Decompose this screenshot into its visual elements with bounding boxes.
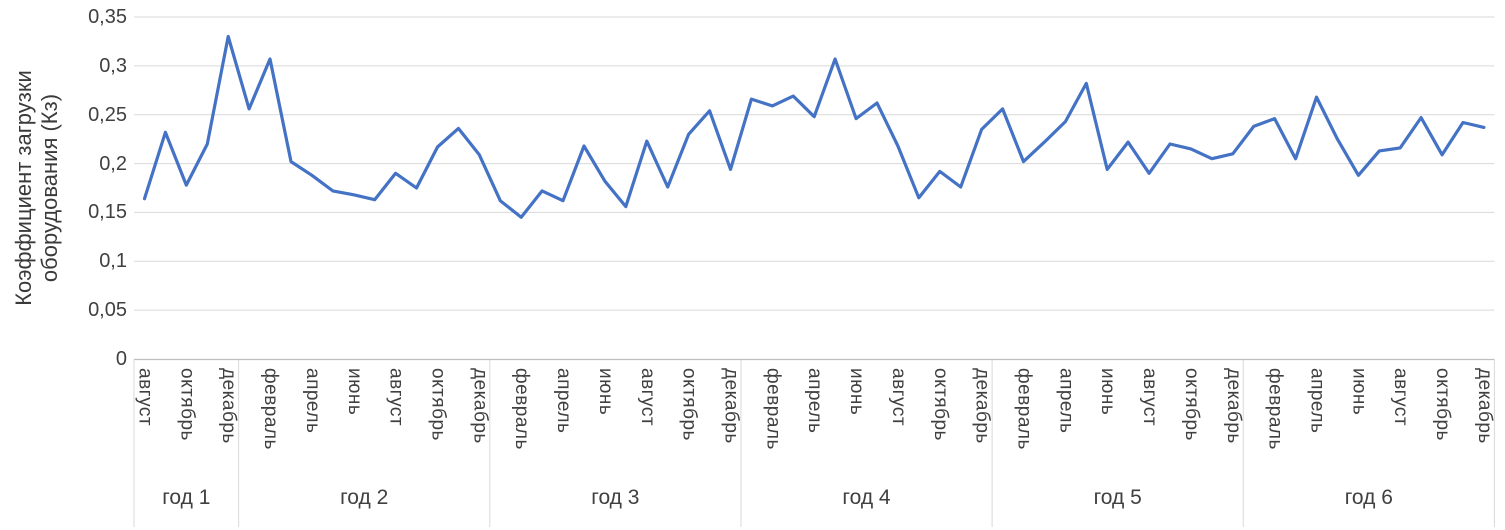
month-label: апрель bbox=[1055, 368, 1077, 434]
month-label: октябрь bbox=[427, 368, 449, 441]
month-label: июнь bbox=[343, 368, 365, 416]
series-line-kz bbox=[142, 34, 1486, 219]
month-label: август bbox=[1139, 368, 1161, 427]
month-label: август bbox=[385, 368, 407, 427]
month-label: февраль bbox=[260, 368, 282, 450]
month-label: декабрь bbox=[971, 368, 993, 444]
month-label: август bbox=[887, 368, 909, 427]
year-label: год 2 bbox=[340, 486, 389, 509]
month-label: август bbox=[636, 368, 658, 427]
month-label: февраль bbox=[1264, 368, 1286, 450]
month-label: апрель bbox=[804, 368, 826, 434]
month-label: октябрь bbox=[1432, 368, 1454, 441]
month-label: август bbox=[134, 368, 156, 427]
month-label: апрель bbox=[301, 368, 323, 434]
month-label: август bbox=[1390, 368, 1412, 427]
year-label: год 4 bbox=[842, 486, 891, 509]
month-label: октябрь bbox=[929, 368, 951, 441]
month-label: декабрь bbox=[218, 368, 240, 444]
y-tick-label: 0,05 bbox=[88, 299, 127, 322]
year-label: год 3 bbox=[591, 486, 640, 509]
month-label: июнь bbox=[1097, 368, 1119, 416]
month-label: июнь bbox=[594, 368, 616, 416]
month-label: апрель bbox=[1306, 368, 1328, 434]
month-label: октябрь bbox=[1180, 368, 1202, 441]
year-label: год 6 bbox=[1344, 486, 1393, 509]
month-label: февраль bbox=[1013, 368, 1035, 450]
month-label: декабрь bbox=[1473, 368, 1495, 444]
month-label: декабрь bbox=[1222, 368, 1244, 444]
y-tick-label: 0,1 bbox=[99, 250, 127, 273]
month-label: июнь bbox=[846, 368, 868, 416]
month-label: октябрь bbox=[176, 368, 198, 441]
year-label: год 5 bbox=[1093, 486, 1142, 509]
y-tick-label: 0,25 bbox=[88, 103, 127, 126]
month-label: апрель bbox=[553, 368, 575, 434]
month-label: февраль bbox=[511, 368, 533, 450]
y-tick-label: 0 bbox=[115, 348, 127, 370]
month-label: февраль bbox=[762, 368, 784, 450]
y-tick-label: 0,3 bbox=[99, 54, 127, 77]
y-tick-label: 0,15 bbox=[88, 201, 127, 224]
y-tick-label: 0,35 bbox=[88, 6, 127, 28]
month-label: октябрь bbox=[678, 368, 700, 441]
year-label: год 1 bbox=[162, 486, 211, 509]
month-label: июнь bbox=[1348, 368, 1370, 416]
month-label: декабрь bbox=[469, 368, 491, 444]
y-tick-label: 0,2 bbox=[99, 152, 127, 175]
month-label: декабрь bbox=[720, 368, 742, 444]
